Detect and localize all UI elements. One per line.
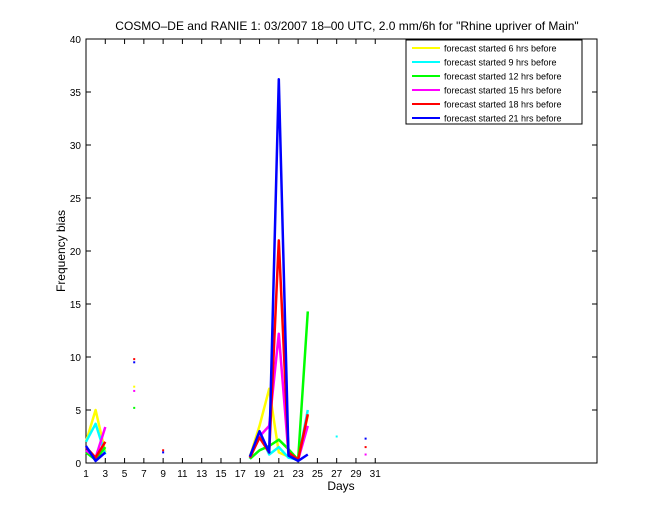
axis-ticks — [85, 38, 597, 464]
series-line — [84, 422, 107, 455]
y-axis-tick-labels: 0 5 10 15 20 25 30 35 40 — [70, 35, 82, 470]
y-axis-label: Frequency bias — [54, 210, 68, 292]
data-point — [335, 435, 338, 438]
x-tick-label: 21 — [273, 469, 285, 480]
y-tick-label: 15 — [70, 300, 82, 311]
y-tick-label: 20 — [70, 247, 82, 258]
chart-title: COSMO–DE and RANIE 1: 03/2007 18–00 UTC,… — [115, 19, 578, 33]
legend-entry: forecast started 18 hrs before — [444, 100, 562, 110]
x-tick-label: 11 — [177, 469, 188, 480]
x-tick-label: 29 — [350, 469, 362, 480]
x-tick-label: 19 — [254, 469, 266, 480]
x-tick-label: 5 — [122, 469, 128, 480]
x-tick-label: 15 — [215, 469, 227, 480]
legend-entry: forecast started 12 hrs before — [444, 72, 562, 82]
x-tick-label: 9 — [160, 469, 166, 480]
x-tick-label: 17 — [235, 469, 247, 480]
y-tick-label: 0 — [75, 459, 81, 470]
y-tick-label: 25 — [70, 194, 82, 205]
x-axis-label: Days — [327, 479, 354, 493]
data-point — [364, 446, 367, 449]
x-tick-label: 25 — [312, 469, 324, 480]
series-layer — [84, 78, 367, 463]
series-line — [84, 445, 107, 463]
data-point — [133, 361, 136, 364]
y-tick-label: 5 — [75, 406, 81, 417]
y-tick-label: 30 — [70, 141, 82, 152]
y-tick-label: 35 — [70, 88, 82, 99]
x-tick-label: 3 — [103, 469, 109, 480]
x-tick-label: 23 — [293, 469, 305, 480]
legend-entry: forecast started 21 hrs before — [444, 114, 562, 124]
series-6 — [84, 78, 367, 463]
y-tick-label: 40 — [70, 35, 82, 46]
data-point — [133, 358, 136, 361]
x-axis-tick-labels: 1 3 5 7 9 11 13 15 17 19 21 23 25 27 29 31 — [83, 469, 381, 480]
legend-entry: forecast started 15 hrs before — [444, 86, 562, 96]
data-point — [133, 385, 136, 388]
legend: forecast started 6 hrs before forecast st… — [405, 39, 583, 125]
data-point — [162, 449, 165, 452]
series-line — [248, 78, 309, 463]
x-tick-label: 27 — [331, 469, 343, 480]
legend-entry: forecast started 6 hrs before — [444, 44, 557, 54]
data-point — [364, 437, 367, 440]
x-tick-label: 31 — [370, 469, 382, 480]
data-point — [364, 453, 367, 456]
legend-box — [405, 39, 583, 125]
data-point — [133, 389, 136, 392]
data-point — [133, 406, 136, 409]
x-tick-label: 13 — [196, 469, 208, 480]
data-point — [162, 451, 165, 454]
legend-entry: forecast started 9 hrs before — [444, 58, 557, 68]
x-tick-label: 1 — [83, 469, 89, 480]
x-tick-label: 7 — [141, 469, 147, 480]
y-tick-label: 10 — [70, 353, 82, 364]
